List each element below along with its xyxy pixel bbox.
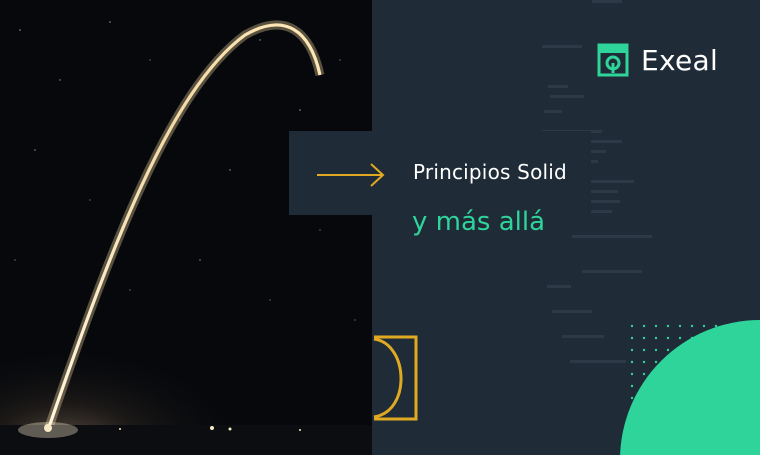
right-arrow-icon <box>317 163 385 187</box>
title-line2: y más allá <box>412 207 546 237</box>
brand-name: Exeal <box>641 43 719 77</box>
title-line1: Principios Solid <box>413 160 567 184</box>
dot-grid-pattern <box>630 324 718 412</box>
title-panel <box>289 131 591 215</box>
rocket-launch-photo <box>0 0 372 455</box>
exeal-logo-icon <box>597 43 629 77</box>
green-circle-shape <box>620 320 760 455</box>
gold-bracket-shape <box>373 335 418 421</box>
brand[interactable]: Exeal <box>597 43 718 77</box>
